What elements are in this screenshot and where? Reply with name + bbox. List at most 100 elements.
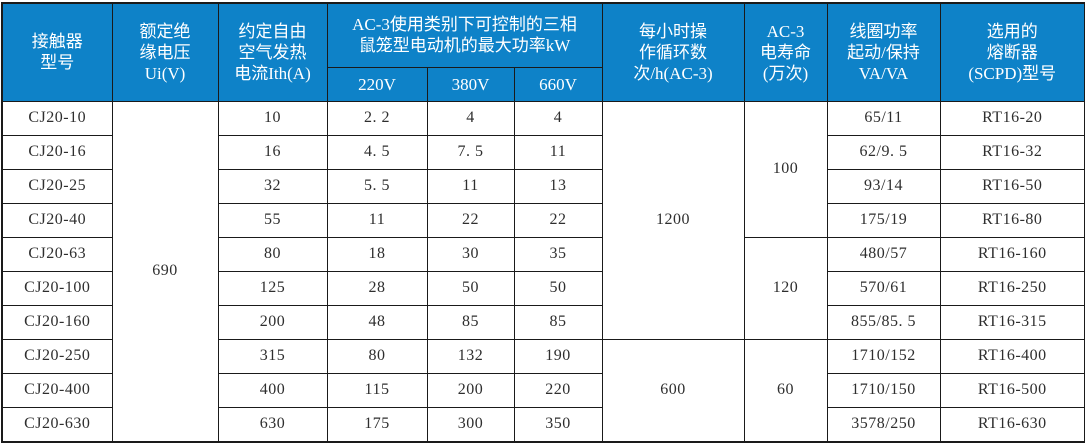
cell-p220: 80	[326, 338, 428, 374]
header-ith-line: 约定自由	[238, 21, 307, 41]
cell-p220: 4. 5	[326, 134, 428, 170]
cell-p660: 350	[513, 406, 603, 442]
cell-p660: 11	[513, 134, 603, 170]
cell-cycles-merged: 600	[601, 338, 745, 442]
header-cycles-line: 次/h(AC-3)	[633, 63, 713, 83]
header-life-line: AC-3	[766, 21, 805, 41]
header-fuse-line: (SCPD)型号	[968, 63, 1057, 83]
cell-p220: 48	[326, 304, 428, 340]
cell-coil: 93/14	[826, 168, 941, 204]
cell-life-merged: 100	[743, 100, 828, 238]
header-fuse-line: 选用的	[986, 21, 1038, 41]
cell-p380: 50	[426, 270, 515, 306]
header-ui-line: 缘电压	[139, 42, 191, 62]
cell-p380: 7. 5	[426, 134, 515, 170]
cell-coil: 3578/250	[826, 406, 941, 442]
cell-p220: 115	[326, 372, 428, 408]
header-ui-line: 额定绝	[139, 21, 191, 41]
cell-fuse: RT16-160	[939, 236, 1085, 272]
cell-ith: 55	[217, 202, 328, 238]
cell-p380: 30	[426, 236, 515, 272]
cell-p220: 18	[326, 236, 428, 272]
cell-model: CJ20-10	[1, 100, 113, 136]
header-model-line: 接触器	[31, 32, 83, 52]
cell-fuse: RT16-50	[939, 168, 1085, 204]
table-row: CJ20-25 32 5. 5 11 13 93/14 RT16-50	[1, 168, 1085, 204]
cell-fuse: RT16-20	[939, 100, 1085, 136]
table-header: 接触器 型号 额定绝 缘电压 Ui(V) 约定自由 空气发热 电流Ith(A) …	[1, 2, 1085, 102]
header-cycles-per-hour: 每小时操 作循环数 次/h(AC-3)	[601, 2, 745, 102]
header-660v: 660V	[513, 66, 603, 102]
cell-p380: 300	[426, 406, 515, 442]
cell-coil: 855/85. 5	[826, 304, 941, 340]
cell-fuse: RT16-630	[939, 406, 1085, 442]
cell-coil: 62/9. 5	[826, 134, 941, 170]
cell-p220: 11	[326, 202, 428, 238]
header-power-line: AC-3使用类别下可控制的三相	[352, 15, 577, 35]
cell-ith: 80	[217, 236, 328, 272]
cell-coil: 1710/152	[826, 338, 941, 374]
cell-p220: 28	[326, 270, 428, 306]
cell-life-merged: 120	[743, 236, 828, 340]
table-row: CJ20-100 125 28 50 50 570/61 RT16-250	[1, 270, 1085, 306]
cell-p660: 50	[513, 270, 603, 306]
cell-p660: 190	[513, 338, 603, 374]
cell-p380: 22	[426, 202, 515, 238]
cell-model: CJ20-25	[1, 168, 113, 204]
cell-ith: 16	[217, 134, 328, 170]
cell-ith: 630	[217, 406, 328, 442]
cell-p380: 85	[426, 304, 515, 340]
cell-p660: 4	[513, 100, 603, 136]
table-body: CJ20-10 690 10 2. 2 4 4 1200 100 65/11 R…	[1, 100, 1085, 442]
cell-coil: 65/11	[826, 100, 941, 136]
cell-cycles-merged: 1200	[601, 100, 745, 340]
cell-life-merged: 60	[743, 338, 828, 442]
header-power-line: 鼠笼型电动机的最大功率kW	[358, 36, 571, 56]
header-cycles-line: 每小时操	[639, 21, 707, 41]
cell-ith: 32	[217, 168, 328, 204]
cell-model: CJ20-250	[1, 338, 113, 374]
cell-fuse: RT16-32	[939, 134, 1085, 170]
cell-model: CJ20-630	[1, 406, 113, 442]
cell-fuse: RT16-80	[939, 202, 1085, 238]
table-row: CJ20-400 400 115 200 220 1710/150 RT16-5…	[1, 372, 1085, 408]
cell-model: CJ20-400	[1, 372, 113, 408]
cell-model: CJ20-63	[1, 236, 113, 272]
cell-ith: 315	[217, 338, 328, 374]
header-220v: 220V	[326, 66, 428, 102]
cell-ui-merged: 690	[111, 100, 219, 442]
header-life-line: (万次)	[762, 63, 809, 83]
header-coil-power: 线圈功率 起动/保持 VA/VA	[826, 2, 941, 102]
cell-p380: 132	[426, 338, 515, 374]
cell-p220: 175	[326, 406, 428, 442]
cell-p660: 22	[513, 202, 603, 238]
cell-p380: 4	[426, 100, 515, 136]
cell-p660: 35	[513, 236, 603, 272]
cell-p220: 5. 5	[326, 168, 428, 204]
cell-p380: 200	[426, 372, 515, 408]
cell-coil: 570/61	[826, 270, 941, 306]
table-row: CJ20-40 55 11 22 22 175/19 RT16-80	[1, 202, 1085, 238]
header-electrical-life: AC-3 电寿命 (万次)	[743, 2, 828, 102]
cell-coil: 480/57	[826, 236, 941, 272]
header-ui-line: Ui(V)	[144, 63, 186, 83]
header-row-sub: 220V 380V 660V	[2, 66, 1085, 102]
header-model: 接触器 型号	[1, 2, 113, 102]
cell-model: CJ20-100	[1, 270, 113, 306]
cell-p660: 85	[513, 304, 603, 340]
cell-p660: 220	[513, 372, 603, 408]
cell-fuse: RT16-250	[939, 270, 1085, 306]
cell-model: CJ20-16	[1, 134, 113, 170]
cell-ith: 200	[217, 304, 328, 340]
header-ith-line: 电流Ith(A)	[234, 63, 311, 83]
cell-coil: 175/19	[826, 202, 941, 238]
cell-p380: 11	[426, 168, 515, 204]
header-cycles-line: 作循环数	[639, 42, 707, 62]
header-thermal-current: 约定自由 空气发热 电流Ith(A)	[217, 2, 328, 102]
header-model-line: 型号	[40, 53, 75, 73]
header-coil-line: VA/VA	[858, 63, 909, 83]
header-380v: 380V	[426, 66, 515, 102]
cell-p220: 2. 2	[326, 100, 428, 136]
